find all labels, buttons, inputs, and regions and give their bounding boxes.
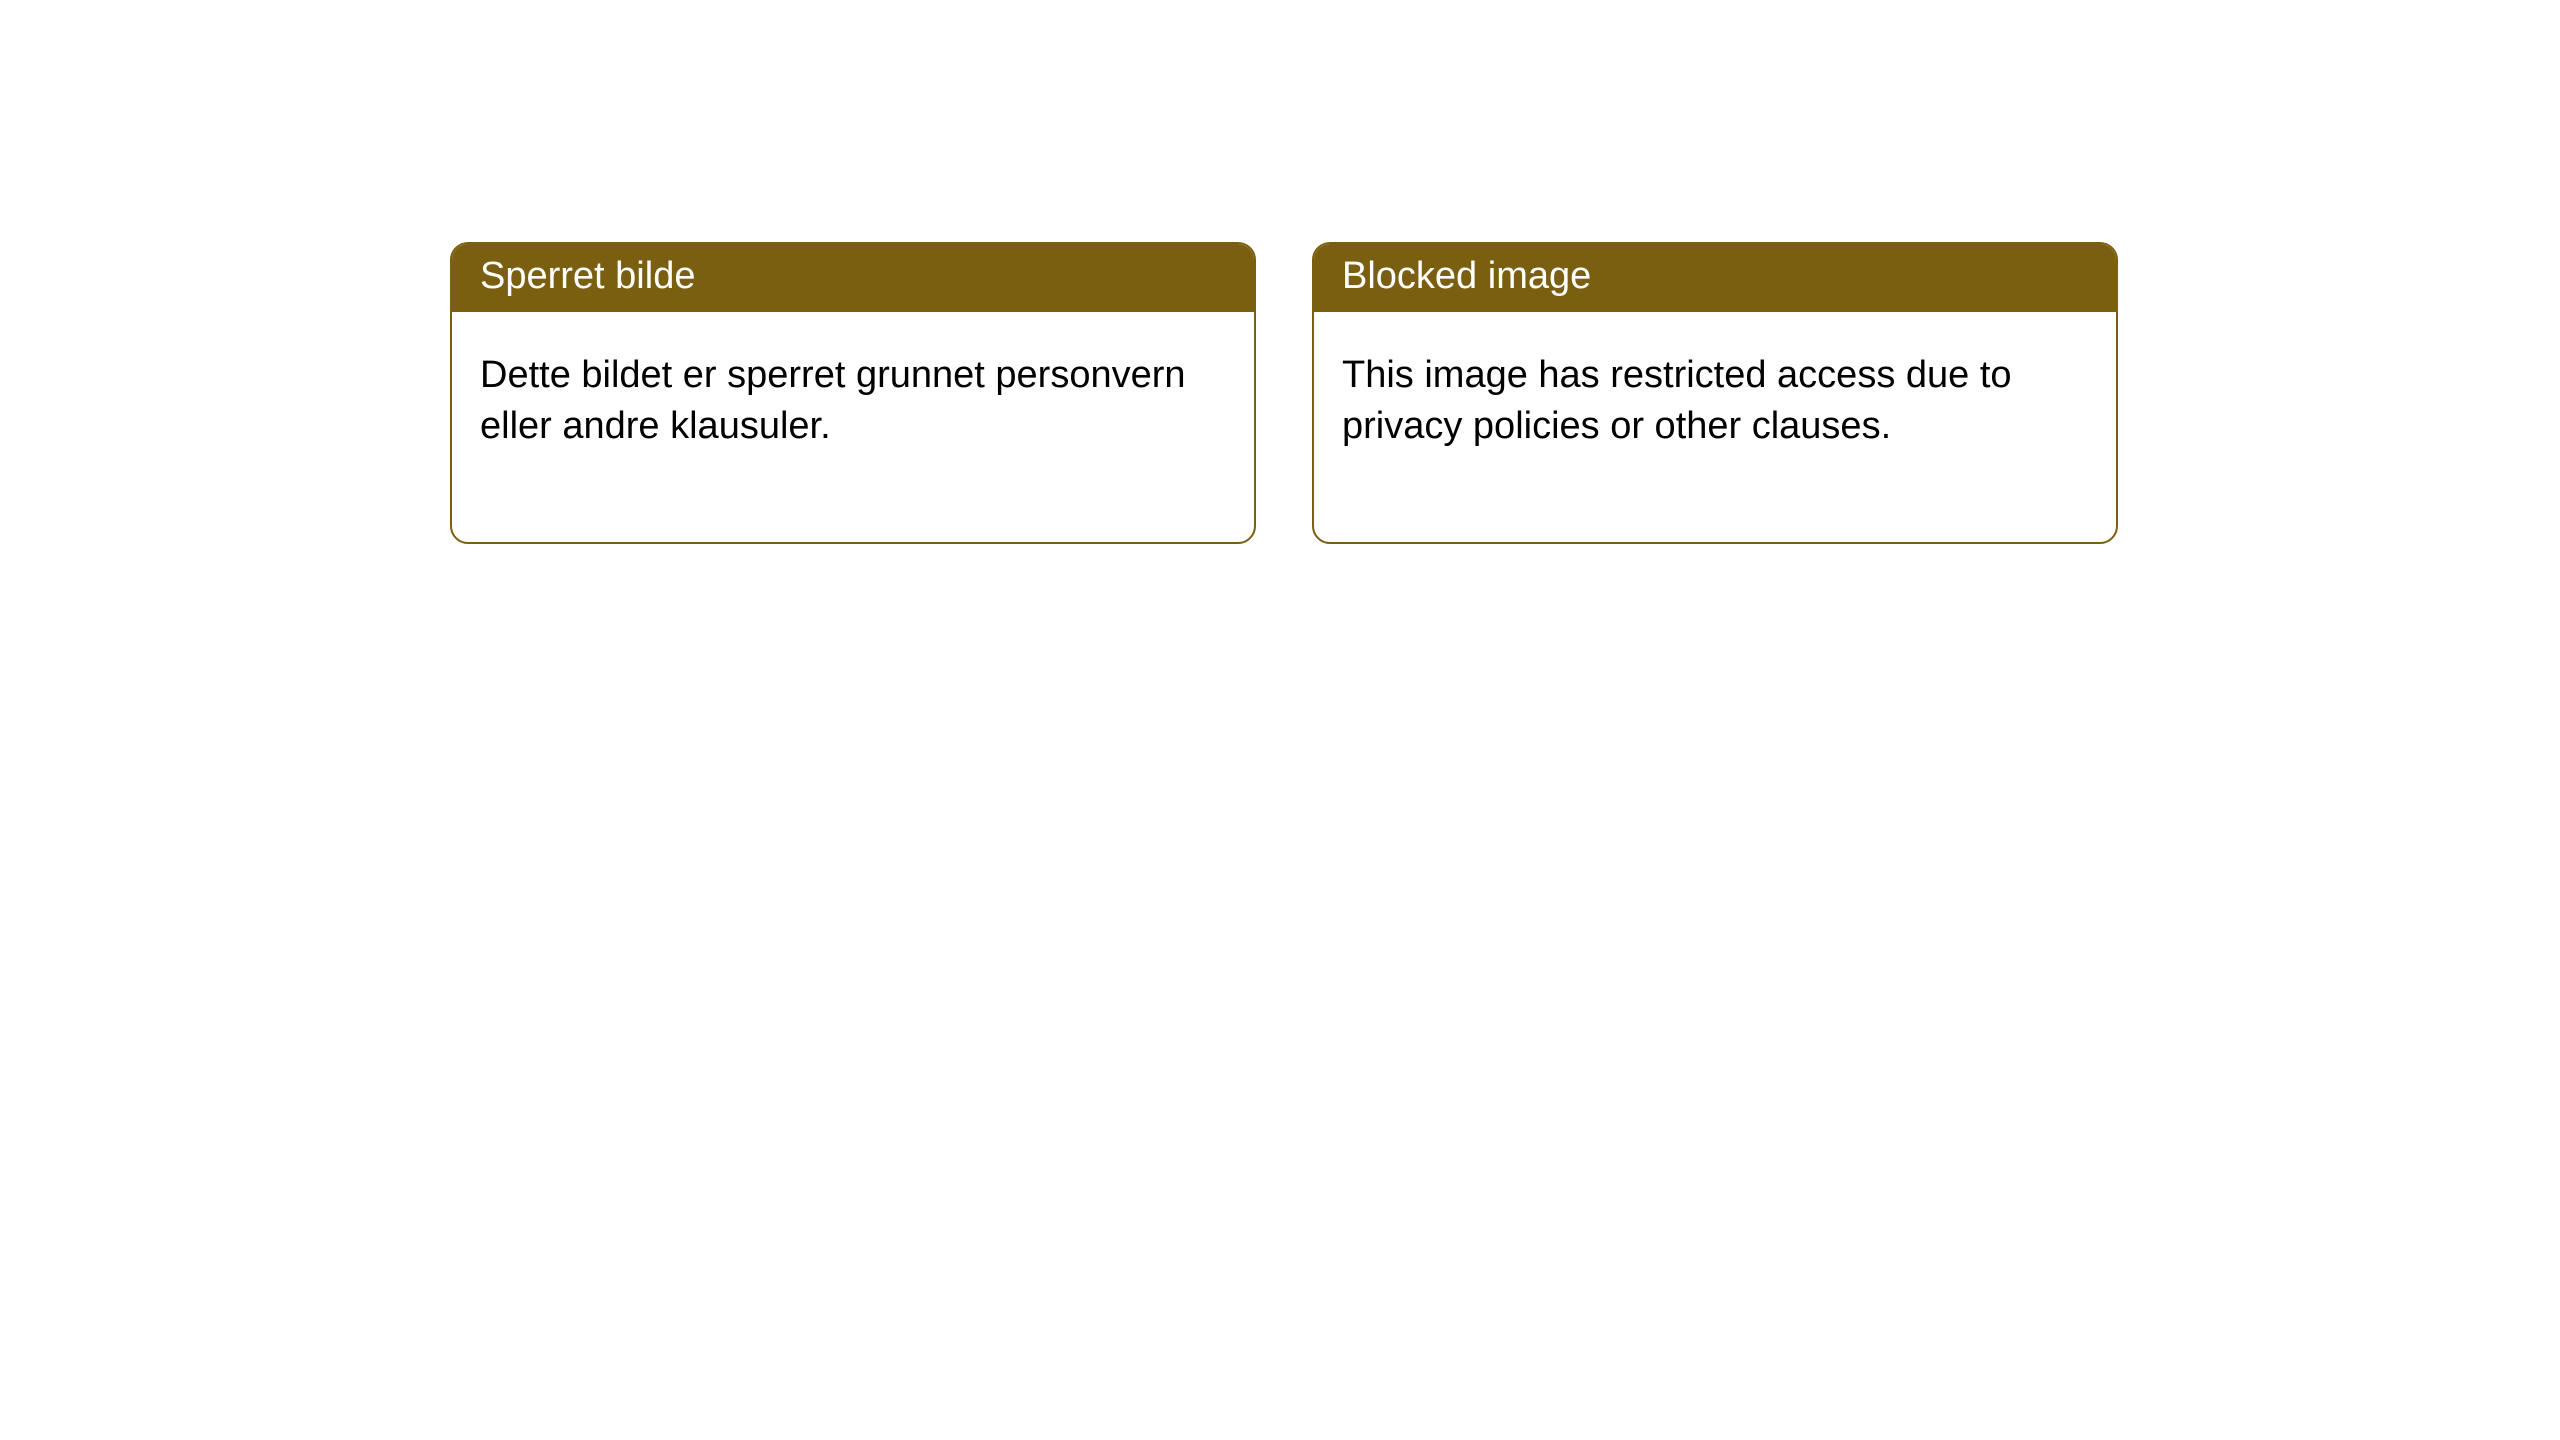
notice-container: Sperret bilde Dette bildet er sperret gr… (0, 0, 2560, 544)
notice-body-norwegian: Dette bildet er sperret grunnet personve… (452, 312, 1254, 543)
notice-body-english: This image has restricted access due to … (1314, 312, 2116, 543)
notice-header-norwegian: Sperret bilde (452, 244, 1254, 312)
notice-header-english: Blocked image (1314, 244, 2116, 312)
notice-box-norwegian: Sperret bilde Dette bildet er sperret gr… (450, 242, 1256, 544)
notice-box-english: Blocked image This image has restricted … (1312, 242, 2118, 544)
